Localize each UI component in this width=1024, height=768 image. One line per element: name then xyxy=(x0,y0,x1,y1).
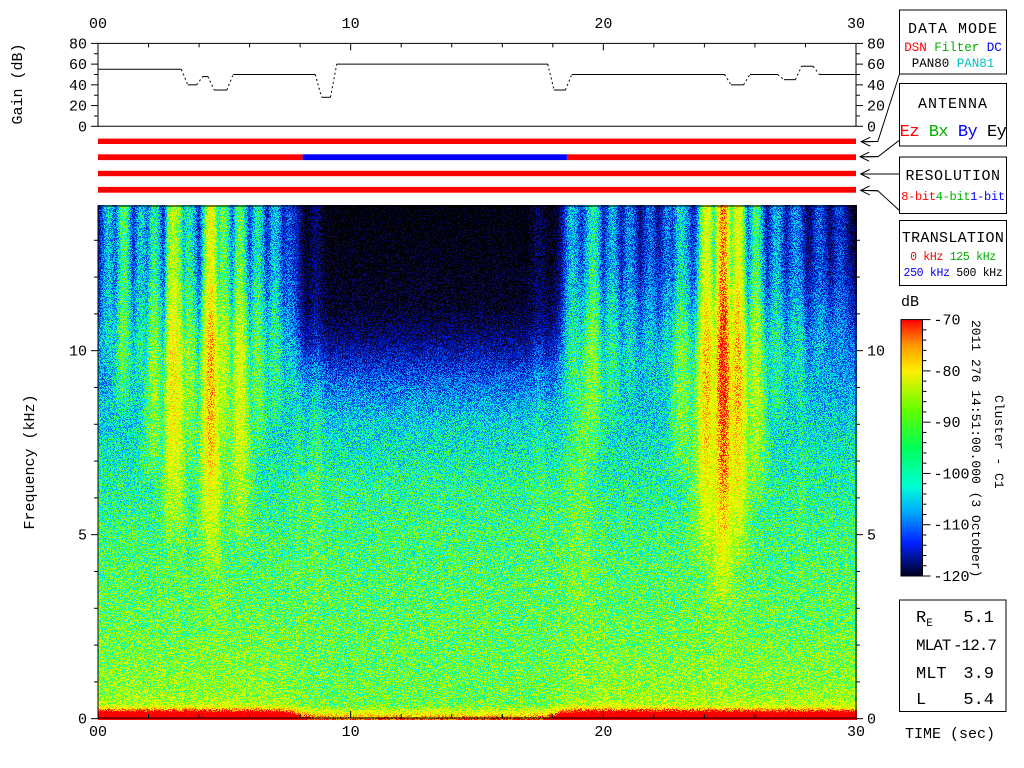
svg-text:2011 276 14:51:00.000 (3 Octo: 2011 276 14:51:00.000 (3 October) xyxy=(968,320,983,577)
svg-text:80: 80 xyxy=(867,36,885,53)
svg-text:10: 10 xyxy=(69,344,87,361)
svg-text:MLAT: MLAT xyxy=(916,637,951,655)
svg-text:20: 20 xyxy=(867,99,885,116)
svg-text:RE: RE xyxy=(916,609,933,630)
svg-text:250 kHz 500 kHz: 250 kHz 500 kHz xyxy=(903,267,1002,280)
svg-text:5.1: 5.1 xyxy=(963,609,994,628)
svg-text:0: 0 xyxy=(867,712,876,729)
svg-text:dB: dB xyxy=(901,294,919,311)
svg-text:10: 10 xyxy=(342,724,360,741)
svg-text:10: 10 xyxy=(342,16,360,33)
svg-text:DATA MODE: DATA MODE xyxy=(908,21,998,38)
svg-text:-80: -80 xyxy=(934,364,961,381)
svg-text:40: 40 xyxy=(867,78,885,95)
svg-text:-100: -100 xyxy=(934,466,970,483)
svg-text:0: 0 xyxy=(78,712,87,729)
svg-text:Frequency (kHz): Frequency (kHz) xyxy=(22,394,39,529)
svg-text:10: 10 xyxy=(867,344,885,361)
svg-text:RESOLUTION: RESOLUTION xyxy=(905,168,1000,185)
svg-text:60: 60 xyxy=(69,57,87,74)
svg-text:5: 5 xyxy=(78,528,87,545)
svg-text:Gain (dB): Gain (dB) xyxy=(10,43,27,124)
svg-text:-70: -70 xyxy=(934,313,961,330)
svg-text:DSN Filter DC: DSN Filter DC xyxy=(904,41,1002,55)
svg-text:30: 30 xyxy=(847,724,865,741)
svg-text:0 kHz 125 kHz: 0 kHz 125 kHz xyxy=(910,251,996,264)
svg-text:TRANSLATION: TRANSLATION xyxy=(902,230,1004,247)
svg-text:-12.7: -12.7 xyxy=(953,637,996,655)
svg-text:60: 60 xyxy=(867,57,885,74)
svg-text:-120: -120 xyxy=(934,569,970,586)
svg-text:8-bit4-bit1-bit: 8-bit4-bit1-bit xyxy=(901,190,1005,204)
svg-text:5: 5 xyxy=(867,528,876,545)
svg-text:30: 30 xyxy=(847,16,865,33)
svg-text:3.9: 3.9 xyxy=(963,665,994,684)
svg-text:ANTENNA: ANTENNA xyxy=(918,96,988,113)
svg-text:TIME (sec): TIME (sec) xyxy=(905,726,995,743)
svg-text:0: 0 xyxy=(78,119,87,136)
svg-text:00: 00 xyxy=(89,16,107,33)
svg-text:00: 00 xyxy=(89,724,107,741)
svg-text:20: 20 xyxy=(69,99,87,116)
svg-text:5.4: 5.4 xyxy=(963,691,994,710)
svg-text:20: 20 xyxy=(594,16,612,33)
svg-text:Cluster - C1: Cluster - C1 xyxy=(991,395,1006,489)
svg-text:Ez Bx By Ey: Ez Bx By Ey xyxy=(900,123,1007,142)
svg-text:L: L xyxy=(916,691,926,710)
svg-text:40: 40 xyxy=(69,78,87,95)
svg-text:PAN80 PAN81: PAN80 PAN81 xyxy=(912,57,995,71)
svg-text:20: 20 xyxy=(594,724,612,741)
svg-text:-90: -90 xyxy=(934,415,961,432)
svg-text:MLT: MLT xyxy=(916,665,947,684)
svg-text:0: 0 xyxy=(867,119,876,136)
svg-text:-110: -110 xyxy=(934,518,970,535)
svg-text:80: 80 xyxy=(69,36,87,53)
